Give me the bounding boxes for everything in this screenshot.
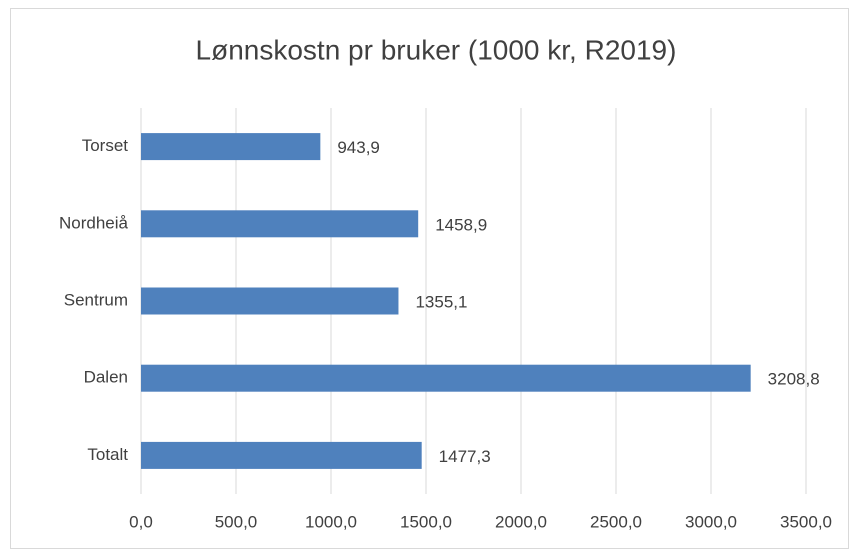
data-label: 1477,3 [439, 447, 491, 466]
x-tick-label: 3500,0 [780, 512, 832, 531]
x-tick-label: 1000,0 [305, 512, 357, 531]
bar [141, 287, 399, 315]
y-tick-label: Nordheiå [59, 213, 129, 232]
bar [141, 210, 419, 238]
y-tick-label: Dalen [84, 368, 128, 387]
chart-border [10, 8, 849, 549]
bar [141, 133, 321, 161]
bar [141, 364, 751, 392]
bar [141, 441, 422, 469]
x-tick-label: 0,0 [129, 512, 153, 531]
y-tick-label: Totalt [87, 445, 128, 464]
data-label: 3208,8 [768, 370, 820, 389]
y-tick-label: Sentrum [64, 290, 128, 309]
x-tick-label: 2000,0 [495, 512, 547, 531]
chart-title: Lønnskostn pr bruker (1000 kr, R2019) [196, 34, 677, 65]
x-tick-label: 1500,0 [400, 512, 452, 531]
data-label: 1458,9 [435, 215, 487, 234]
x-tick-label: 3000,0 [685, 512, 737, 531]
x-tick-label: 2500,0 [590, 512, 642, 531]
data-label: 1355,1 [415, 292, 467, 311]
y-tick-label: Torset [82, 136, 129, 155]
x-tick-label: 500,0 [215, 512, 258, 531]
data-label: 943,9 [337, 138, 380, 157]
